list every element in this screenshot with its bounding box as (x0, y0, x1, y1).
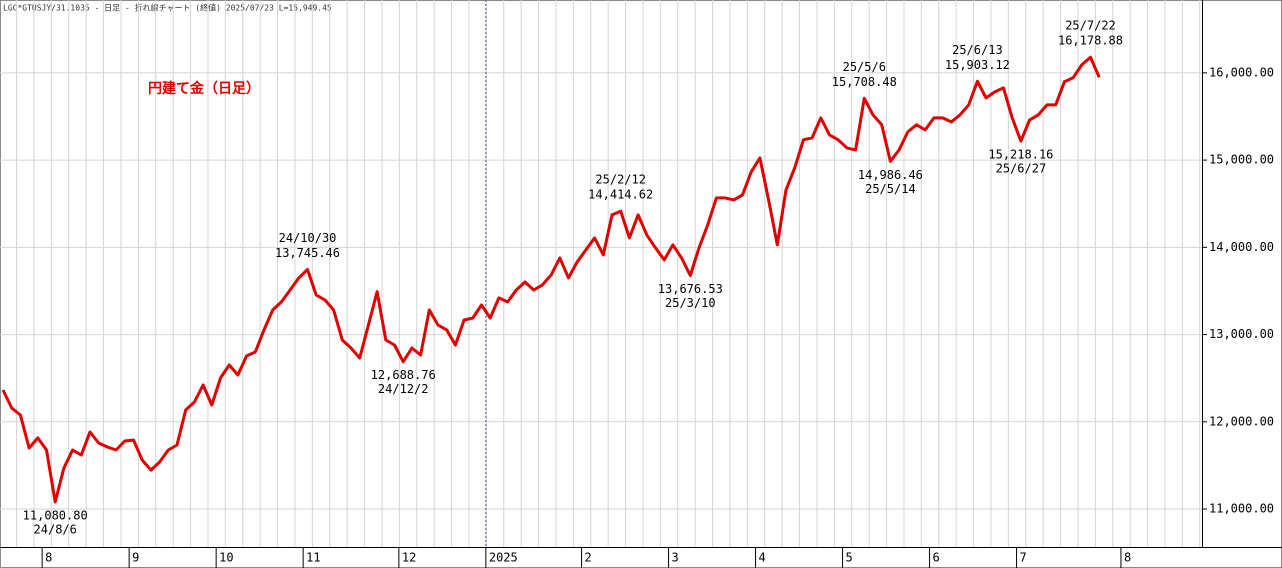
x-tick-label: 2025 (489, 551, 518, 565)
date-label: 24/12/2 (378, 382, 429, 396)
x-tick-label: 9 (132, 551, 139, 565)
x-tick-label: 11 (306, 551, 320, 565)
date-label: 25/2/12 (595, 173, 646, 187)
date-label: 25/6/27 (996, 162, 1047, 176)
value-label: 16,178.88 (1058, 34, 1123, 48)
y-tick-label: 15,000.00 (1209, 153, 1274, 167)
x-tick-label: 4 (759, 551, 766, 565)
date-label: 24/8/6 (34, 523, 77, 537)
value-label: 15,218.16 (988, 148, 1053, 162)
y-tick-label: 16,000.00 (1209, 65, 1274, 79)
date-label: 25/7/22 (1065, 19, 1116, 33)
date-label: 24/10/30 (279, 231, 337, 245)
value-label: 13,745.46 (275, 246, 340, 260)
x-tick-label: 2 (585, 551, 592, 565)
chart-header: LGC*GTUSJY/31.1035 - 日足 - 折れ線チャート (終値) 2… (3, 3, 332, 13)
date-label: 25/6/13 (952, 43, 1003, 57)
value-label: 13,676.53 (658, 282, 723, 296)
y-tick-label: 14,000.00 (1209, 240, 1274, 254)
value-label: 14,414.62 (588, 188, 653, 202)
x-tick-label: 10 (219, 551, 233, 565)
y-tick-label: 13,000.00 (1209, 327, 1274, 341)
y-tick-label: 12,000.00 (1209, 414, 1274, 428)
date-label: 25/3/10 (665, 296, 716, 310)
value-label: 15,903.12 (945, 58, 1010, 72)
date-label: 25/5/6 (843, 60, 886, 74)
x-tick-label: 8 (1124, 551, 1131, 565)
x-tick-label: 6 (933, 551, 940, 565)
legend-entry: 円建て金（日足） (148, 80, 260, 97)
x-tick-label: 5 (846, 551, 853, 565)
value-label: 14,986.46 (858, 168, 923, 182)
value-label: 12,688.76 (371, 368, 436, 382)
y-tick-label: 11,000.00 (1209, 502, 1274, 516)
date-label: 25/5/14 (865, 182, 916, 196)
x-tick-label: 8 (45, 551, 52, 565)
x-tick-label: 3 (672, 551, 679, 565)
x-tick-label: 7 (1020, 551, 1027, 565)
value-label: 15,708.48 (832, 75, 897, 89)
price-line (1, 55, 1101, 504)
value-label: 11,080.80 (23, 509, 88, 523)
x-tick-label: 12 (402, 551, 416, 565)
